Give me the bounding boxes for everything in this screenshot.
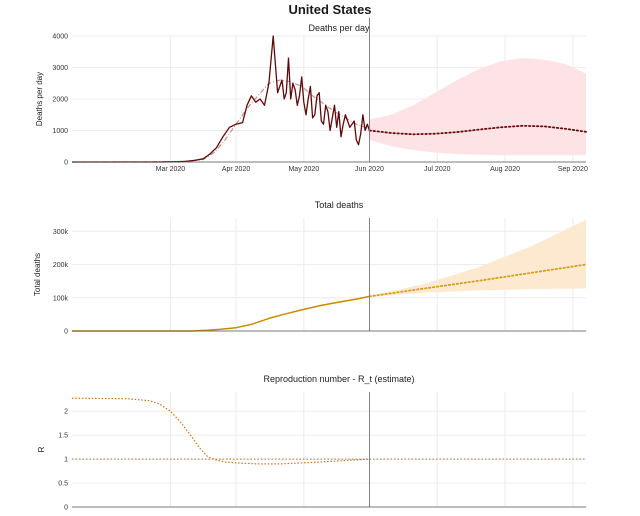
page-title: United States [288, 2, 371, 17]
panel-title: Total deaths [315, 200, 364, 210]
y-tick-label: 2000 [52, 97, 68, 104]
y-tick-label: 0 [64, 329, 68, 336]
y-tick-label: 3000 [52, 65, 68, 72]
y-tick-label: 4000 [52, 34, 68, 41]
x-tick-label: Sep 2020 [558, 166, 588, 173]
y-tick-label: 1000 [52, 128, 68, 135]
forecast-uncertainty-band [369, 219, 586, 298]
forecast-series-line [368, 124, 587, 136]
y-tick-label: 200k [53, 262, 69, 269]
forecast-series-line [368, 263, 587, 298]
y-tick-label: 0 [64, 505, 68, 512]
y-tick-label: 0.5 [58, 481, 68, 488]
y-tick-label: 2 [64, 409, 68, 416]
y-axis-label: Deaths per day [35, 72, 44, 126]
y-tick-label: 300k [53, 229, 69, 236]
x-tick-label: Jul 2020 [424, 166, 451, 173]
y-tick-label: 100k [53, 295, 69, 302]
observed-series-line [72, 295, 370, 332]
panel-title: Deaths per day [308, 23, 370, 33]
y-tick-label: 1 [64, 457, 68, 464]
y-axis-label: R [37, 446, 46, 452]
panel-deaths-per-day: 0 1000 2000 3000 4000 Deaths per day Deaths pe… [35, 18, 588, 173]
rt-estimate-line [71, 397, 370, 465]
panel-title: Reproduction number - R_t (estimate) [263, 374, 414, 384]
y-tick-label: 0 [64, 160, 68, 167]
y-axis-label: Total deaths [33, 253, 42, 296]
observed-series-line [72, 35, 371, 163]
y-tick-label: 1.5 [58, 433, 68, 440]
x-tick-label: Jun 2020 [355, 166, 384, 173]
x-tick-label: Aug 2020 [490, 166, 520, 173]
smoothed-series-line [71, 79, 370, 163]
x-tick-label: May 2020 [288, 166, 319, 173]
panel-total-deaths: 0 100k 200k 300k Total deaths Total deaths [33, 200, 587, 336]
forecast-uncertainty-band [369, 58, 586, 156]
x-tick-label: Mar 2020 [156, 166, 186, 173]
panel-reproduction-number: 0 0.5 1 1.5 2 Reproduction number - R_t (esti… [37, 374, 586, 512]
x-tick-label: Apr 2020 [222, 166, 251, 173]
